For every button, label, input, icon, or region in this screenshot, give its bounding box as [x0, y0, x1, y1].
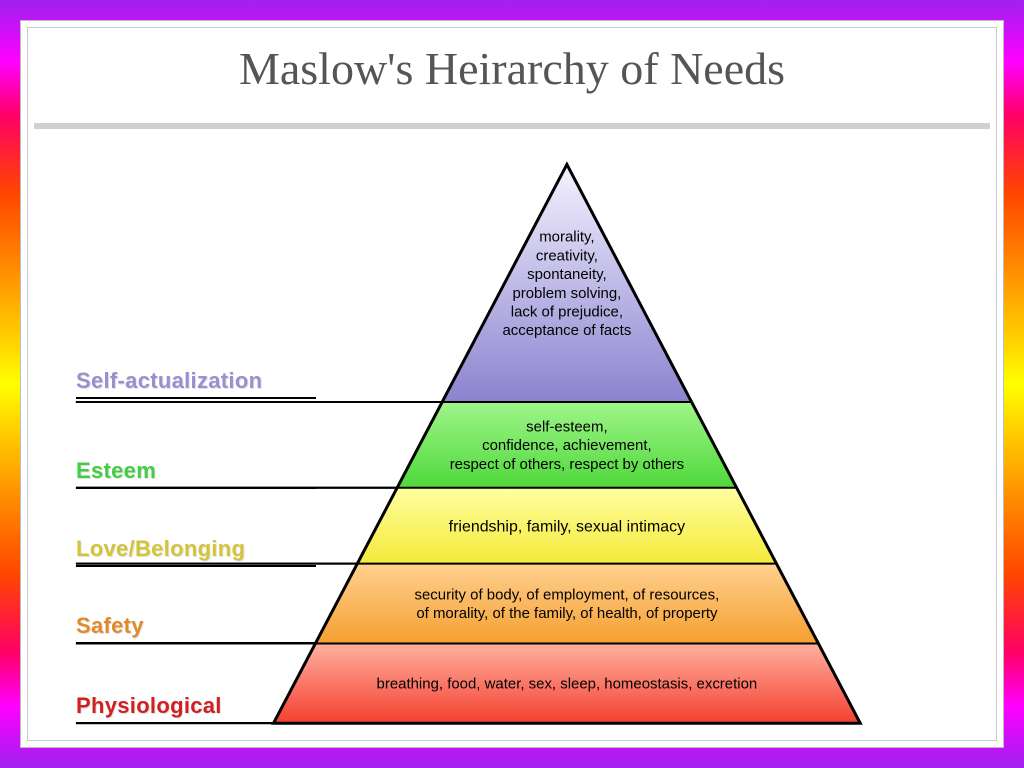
- desc-safety: security of body, of employment, of reso…: [415, 586, 720, 622]
- label-text: Self-actualization: [76, 368, 316, 399]
- label-text: Safety: [76, 613, 316, 644]
- desc-love_belonging: friendship, family, sexual intimacy: [449, 518, 685, 535]
- desc-physiological: breathing, food, water, sex, sleep, home…: [377, 676, 758, 693]
- label-text: Love/Belonging: [76, 536, 316, 567]
- slice-safety: [315, 564, 818, 644]
- label-text: Physiological: [76, 693, 316, 724]
- slice-self_actualization: [442, 164, 691, 402]
- label-love_belonging: Love/Belonging: [76, 536, 316, 567]
- label-self_actualization: Self-actualization: [76, 368, 316, 399]
- slide-inner: Maslow's Heirarchy of Needs morality,cre…: [27, 27, 997, 741]
- label-physiological: Physiological: [76, 693, 316, 724]
- label-esteem: Esteem: [76, 458, 316, 489]
- desc-self_actualization: morality,creativity,spontaneity,problem …: [502, 229, 631, 340]
- label-safety: Safety: [76, 613, 316, 644]
- slide-frame: Maslow's Heirarchy of Needs morality,cre…: [20, 20, 1004, 748]
- label-text: Esteem: [76, 458, 316, 489]
